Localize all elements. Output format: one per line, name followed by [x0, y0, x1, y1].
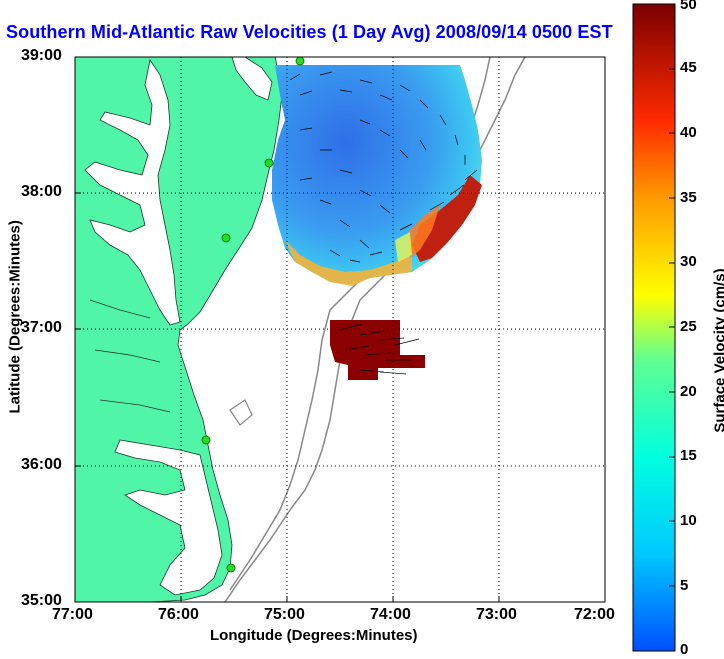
x-tick-label: 75:00 [264, 606, 305, 623]
station-marker [226, 563, 236, 573]
colorbar-tick: 50 [680, 0, 697, 13]
colorbar-tick: 20 [680, 383, 697, 400]
colorbar-tick: 40 [680, 124, 697, 141]
velocity-field-east-jet [412, 175, 482, 262]
x-tick-label: 73:00 [476, 606, 517, 623]
y-tick-label: 38:00 [21, 183, 62, 200]
station-marker [221, 233, 231, 243]
colorbar-tick: 15 [680, 447, 697, 464]
map-title: Southern Mid-Atlantic Raw Velocities (1 … [6, 22, 613, 42]
colorbar-tick: 25 [680, 318, 697, 335]
station-marker [295, 56, 305, 66]
colorbar-tick: 35 [680, 189, 697, 206]
colorbar-tick: 0 [680, 641, 689, 658]
station-marker [264, 158, 274, 168]
y-axis-label: Latitude (Degrees:Minutes) [6, 220, 24, 414]
y-tick-label: 35:00 [21, 592, 62, 609]
x-axis-label: Longitude (Degrees:Minutes) [210, 627, 418, 644]
x-tick-label: 77:00 [52, 606, 93, 623]
colorbar-tick: 45 [680, 59, 697, 76]
velocity-field-offshore-patch [330, 320, 425, 380]
delaware-bay [231, 57, 273, 101]
x-tick-label: 74:00 [370, 606, 411, 623]
velocity-field-south-edge [285, 240, 412, 286]
colorbar-tick: 5 [680, 577, 689, 594]
colorbar [632, 3, 676, 652]
y-tick-label: 39:00 [21, 47, 62, 64]
x-tick-label: 72:00 [574, 606, 615, 623]
chesapeake-bay [84, 58, 181, 326]
lat-lon-grid [75, 57, 605, 602]
station-marker [201, 435, 211, 445]
y-tick-label: 37:00 [21, 319, 62, 336]
x-tick-label: 76:00 [158, 606, 199, 623]
current-vectors [289, 71, 478, 375]
colorbar-tick: 30 [680, 253, 697, 270]
colorbar-label: Surface Velocity (cm/s) [711, 268, 724, 433]
y-tick-label: 36:00 [21, 456, 62, 473]
colorbar-tick: 10 [680, 512, 697, 529]
